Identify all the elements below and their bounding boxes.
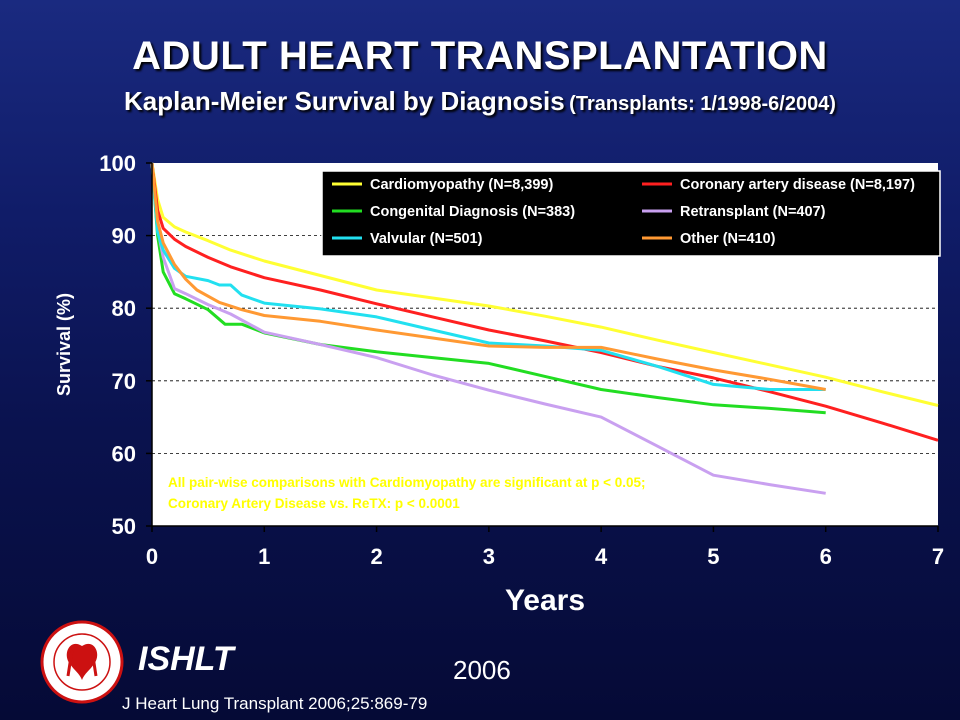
x-tick-label: 5: [707, 544, 719, 569]
legend-label-0: Cardiomyopathy (N=8,399): [370, 177, 553, 193]
series-layer: [150, 162, 939, 495]
legend-label-4: Valvular (N=501): [370, 231, 483, 247]
y-tick-label: 100: [99, 151, 136, 176]
x-axis-label: Years: [505, 584, 585, 617]
annotation-line: Coronary Artery Disease vs. ReTX: p < 0.…: [168, 496, 460, 511]
y-tick-label: 50: [112, 514, 136, 539]
y-tick-label: 60: [112, 441, 136, 466]
x-tick-label: 2: [370, 544, 382, 569]
y-axis-label: Survival (%): [54, 293, 74, 396]
slide-subtitle: Kaplan-Meier Survival by Diagnosis (Tran…: [0, 86, 960, 117]
year-label: 2006: [453, 655, 511, 685]
x-tick-label: 7: [932, 544, 944, 569]
citation-text: J Heart Lung Transplant 2006;25:869-79: [122, 694, 428, 713]
legend-label-1: Coronary artery disease (N=8,197): [680, 177, 915, 193]
x-tick-label: 6: [820, 544, 832, 569]
legend-box: [321, 170, 941, 257]
organization-label: ISHLT: [138, 640, 234, 678]
annotation-line: All pair-wise comparisons with Cardiomyo…: [168, 475, 646, 490]
ishlt-logo-icon: [40, 620, 124, 704]
series-line-3: [150, 162, 826, 495]
y-tick-label: 70: [112, 369, 136, 394]
legend-label-5: Other (N=410): [680, 231, 776, 247]
legend-label-2: Congenital Diagnosis (N=383): [370, 204, 575, 220]
legend-label-3: Retransplant (N=407): [680, 204, 826, 220]
x-tick-label: 1: [258, 544, 270, 569]
axes: [146, 162, 939, 532]
series-line-0: [150, 162, 939, 407]
legend: Cardiomyopathy (N=8,399) Coronary artery …: [321, 170, 941, 257]
tick-labels: 50 60 70 80 90 100 0 1 2 3 4 5 6 7: [99, 151, 944, 569]
x-tick-label: 4: [595, 544, 608, 569]
subtitle-main: Kaplan-Meier Survival by Diagnosis: [124, 86, 565, 116]
series-line-5: [150, 162, 826, 391]
slide-title: ADULT HEART TRANSPLANTATION: [132, 34, 828, 78]
subtitle-date-range: (Transplants: 1/1998-6/2004): [569, 93, 836, 115]
series-line-4: [150, 162, 826, 391]
x-tick-label: 3: [483, 544, 495, 569]
y-tick-label: 80: [112, 296, 136, 321]
x-tick-label: 0: [146, 544, 158, 569]
significance-annotation: All pair-wise comparisons with Cardiomyo…: [168, 475, 646, 511]
y-tick-label: 90: [112, 224, 136, 249]
